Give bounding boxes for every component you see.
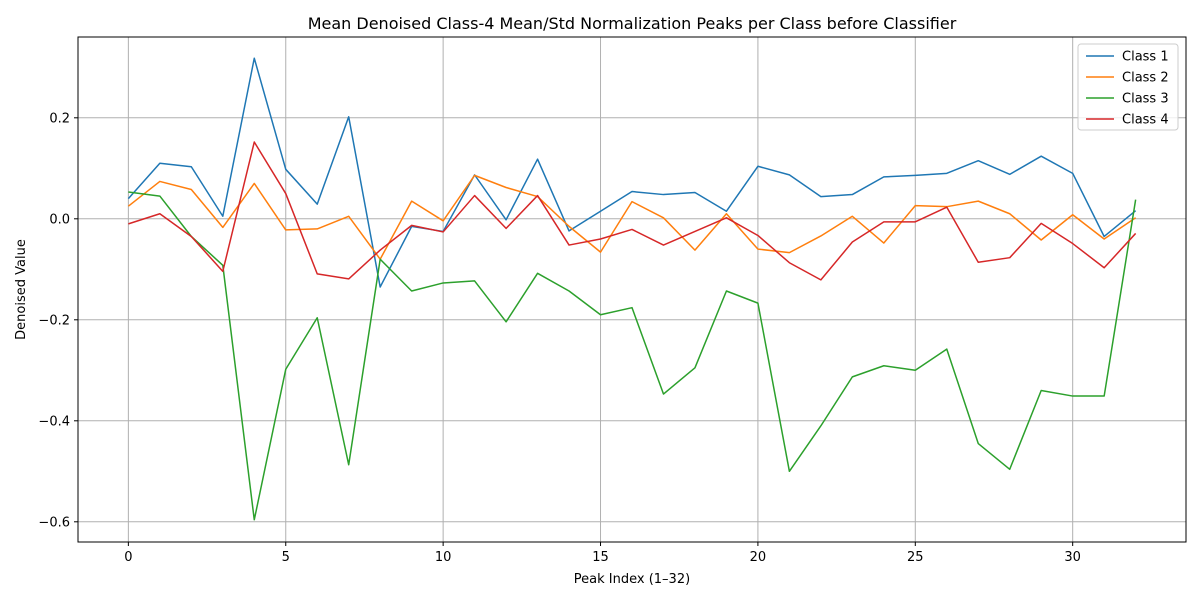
series-line-class-2 — [127, 174, 1137, 260]
x-tick-label: 20 — [750, 550, 767, 565]
legend-label-class-2: Class 2 — [1122, 71, 1169, 86]
legend: Class 1 Class 2 Class 3 Class 4 — [1077, 43, 1179, 131]
y-axis-label: Denoised Value — [14, 239, 29, 340]
x-axis-ticks: 0 5 10 15 20 25 30 — [124, 542, 1081, 565]
y-tick-label: 0.2 — [49, 111, 70, 126]
x-tick-label: 15 — [592, 550, 609, 565]
x-axis-label: Peak Index (1–32) — [574, 572, 690, 587]
x-tick-label: 0 — [124, 550, 132, 565]
y-tick-label: −0.4 — [38, 414, 70, 429]
y-tick-label: −0.6 — [38, 515, 70, 530]
x-tick-label: 30 — [1064, 550, 1081, 565]
series-line-class-3 — [128, 191, 1137, 521]
grid — [78, 37, 1186, 542]
legend-frame — [1077, 43, 1179, 131]
series-lines — [127, 57, 1137, 521]
y-tick-label: −0.2 — [38, 313, 70, 328]
x-tick-label: 5 — [282, 550, 290, 565]
legend-label-class-4: Class 4 — [1122, 113, 1169, 128]
legend-label-class-3: Class 3 — [1122, 92, 1169, 107]
legend-label-class-1: Class 1 — [1122, 50, 1169, 65]
series-line-class-4 — [128, 141, 1137, 281]
y-tick-label: 0.0 — [49, 212, 70, 227]
plot-frame — [77, 36, 1187, 543]
chart-title: Mean Denoised Class-4 Mean/Std Normaliza… — [308, 14, 957, 33]
series-line-class-1 — [127, 57, 1137, 288]
x-tick-label: 10 — [435, 550, 452, 565]
x-tick-label: 25 — [907, 550, 924, 565]
y-axis-ticks: −0.6 −0.4 −0.2 0.0 0.2 — [38, 111, 78, 530]
